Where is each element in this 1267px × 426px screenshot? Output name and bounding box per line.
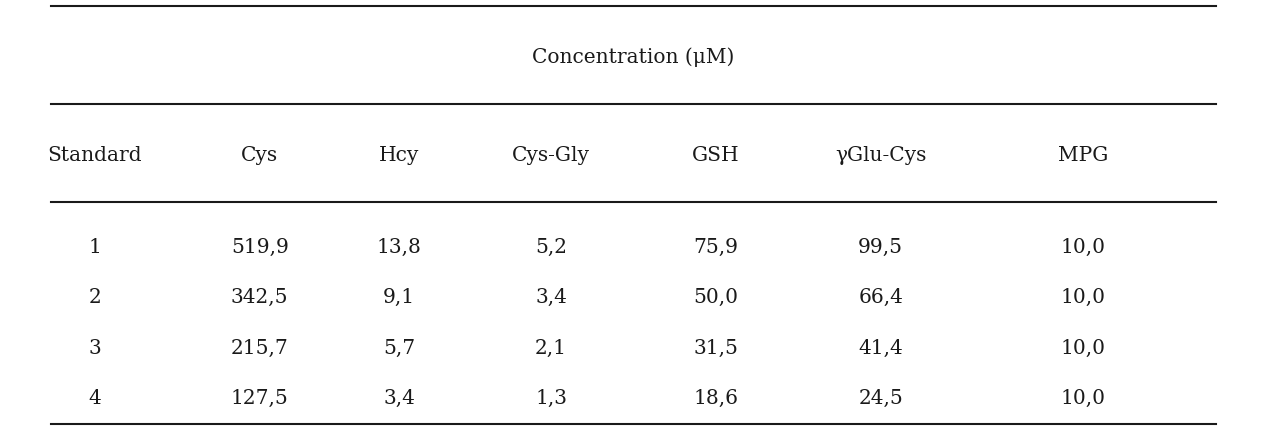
Text: 50,0: 50,0 [693,288,739,307]
Text: 2,1: 2,1 [535,339,568,357]
Text: 41,4: 41,4 [858,339,903,357]
Text: 127,5: 127,5 [231,389,289,408]
Text: Standard: Standard [48,146,142,165]
Text: 342,5: 342,5 [231,288,289,307]
Text: 2: 2 [89,288,101,307]
Text: MPG: MPG [1058,146,1109,165]
Text: 31,5: 31,5 [693,339,739,357]
Text: Cys: Cys [241,146,279,165]
Text: 10,0: 10,0 [1060,339,1106,357]
Text: 13,8: 13,8 [376,238,422,256]
Text: 3,4: 3,4 [383,389,416,408]
Text: 10,0: 10,0 [1060,238,1106,256]
Text: Concentration (μM): Concentration (μM) [532,48,735,67]
Text: Cys-Gly: Cys-Gly [512,146,590,165]
Text: 10,0: 10,0 [1060,389,1106,408]
Text: 1,3: 1,3 [535,389,568,408]
Text: 4: 4 [89,389,101,408]
Text: 10,0: 10,0 [1060,288,1106,307]
Text: 66,4: 66,4 [858,288,903,307]
Text: Hcy: Hcy [379,146,419,165]
Text: 1: 1 [89,238,101,256]
Text: 9,1: 9,1 [383,288,416,307]
Text: GSH: GSH [692,146,740,165]
Text: 5,2: 5,2 [535,238,568,256]
Text: 519,9: 519,9 [231,238,289,256]
Text: 18,6: 18,6 [693,389,739,408]
Text: 215,7: 215,7 [231,339,289,357]
Text: γGlu-Cys: γGlu-Cys [835,146,926,165]
Text: 3,4: 3,4 [535,288,568,307]
Text: 3: 3 [89,339,101,357]
Text: 5,7: 5,7 [383,339,416,357]
Text: 75,9: 75,9 [693,238,739,256]
Text: 24,5: 24,5 [858,389,903,408]
Text: 99,5: 99,5 [858,238,903,256]
